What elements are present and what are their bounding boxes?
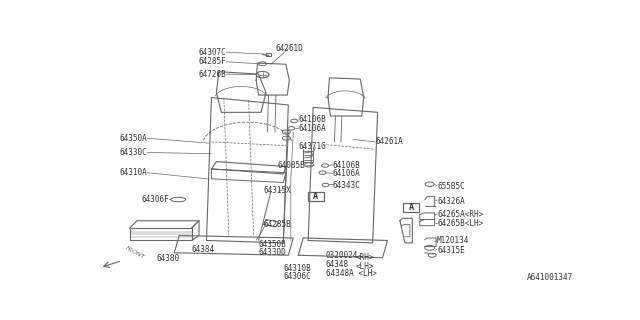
Text: A: A — [313, 192, 318, 201]
Text: 64261A: 64261A — [375, 137, 403, 146]
Text: 64106A: 64106A — [298, 124, 326, 133]
Text: 64310B: 64310B — [284, 264, 311, 273]
Text: 64106A: 64106A — [333, 169, 361, 179]
Text: 64326A: 64326A — [437, 196, 465, 205]
Text: 64306F: 64306F — [141, 195, 169, 204]
Text: 64106B: 64106B — [298, 115, 326, 124]
Text: 655B5C: 655B5C — [437, 182, 465, 191]
Text: FRONT: FRONT — [125, 246, 146, 260]
Text: 64371G: 64371G — [298, 142, 326, 151]
Text: 64350B: 64350B — [259, 240, 286, 249]
Text: 64726B: 64726B — [198, 70, 227, 79]
Text: 64384: 64384 — [191, 244, 215, 253]
Text: 64330D: 64330D — [259, 248, 286, 257]
Text: 64380: 64380 — [157, 254, 180, 263]
Text: 64285B: 64285B — [264, 220, 291, 229]
Text: A: A — [409, 203, 414, 212]
Text: 64265B<LH>: 64265B<LH> — [437, 219, 483, 228]
Text: 64085B: 64085B — [278, 161, 306, 170]
Text: 64285F: 64285F — [198, 57, 227, 66]
Text: A641001347: A641001347 — [527, 273, 573, 282]
Text: 64310A: 64310A — [119, 168, 147, 177]
Text: 64343C: 64343C — [333, 180, 361, 189]
Text: 64348A <LH>: 64348A <LH> — [326, 269, 376, 278]
Text: 64306C: 64306C — [284, 272, 311, 281]
Text: 64330C: 64330C — [119, 148, 147, 157]
Text: 64315E: 64315E — [437, 246, 465, 255]
Text: M120134: M120134 — [437, 236, 470, 245]
Text: 64307C: 64307C — [198, 48, 227, 57]
Text: 0320024: 0320024 — [326, 251, 358, 260]
Text: 64350A: 64350A — [119, 134, 147, 143]
Text: 64348: 64348 — [326, 260, 349, 269]
Text: 64106B: 64106B — [333, 161, 361, 170]
Text: 64261D: 64261D — [276, 44, 303, 53]
Text: 64315X: 64315X — [264, 186, 291, 195]
Text: <RH>: <RH> — [355, 253, 374, 262]
Text: 64265A<RH>: 64265A<RH> — [437, 210, 483, 219]
Text: <LH>: <LH> — [355, 262, 374, 271]
